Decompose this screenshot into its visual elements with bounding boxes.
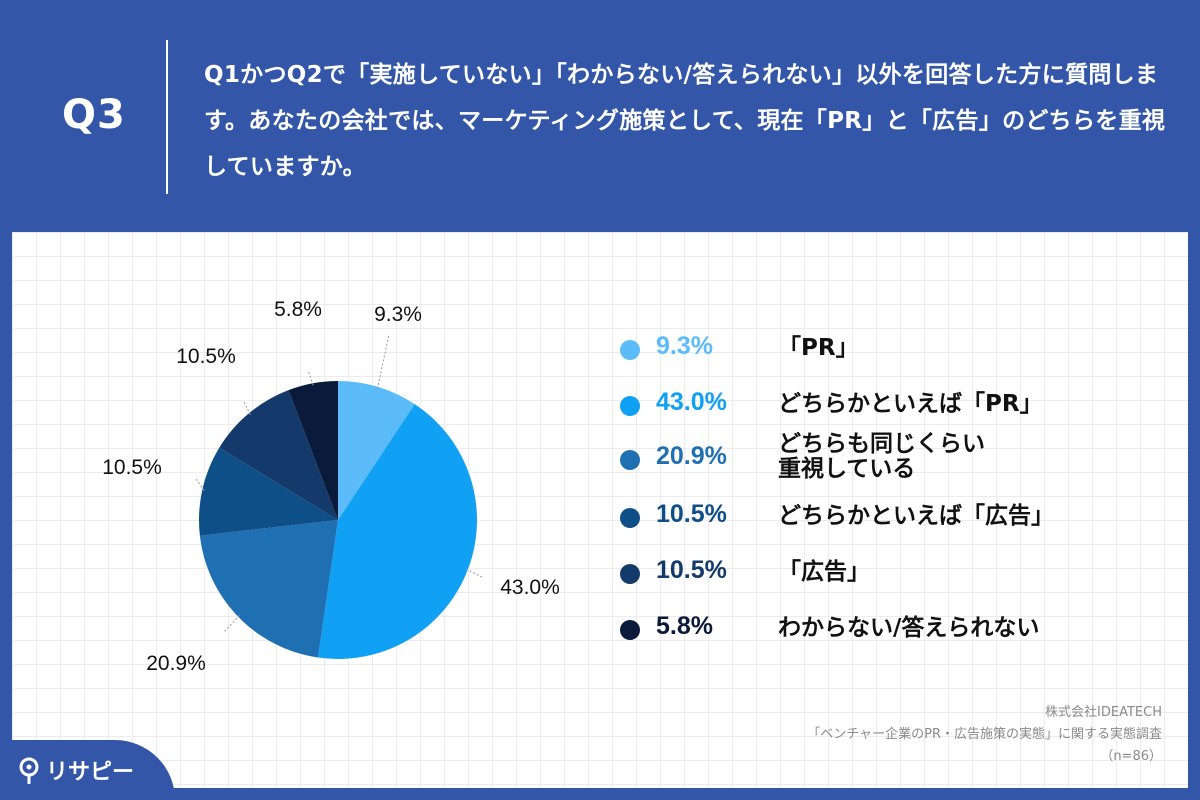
- leader-line: [307, 369, 314, 386]
- legend-swatch: [620, 620, 640, 640]
- pie-data-label: 9.3%: [374, 303, 422, 326]
- pie-slice: [199, 447, 338, 536]
- leader-line: [376, 333, 390, 389]
- pie-data-label: 10.5%: [102, 456, 162, 479]
- logo-text: リサピー: [46, 760, 135, 785]
- source-company: 株式会社IDEATECH: [1045, 705, 1162, 720]
- pie-data-label: 43.0%: [500, 576, 560, 599]
- legend-percent: 20.9%: [656, 442, 727, 470]
- legend-label: どちらかといえば「PR」: [778, 391, 1043, 417]
- pie-data-label: 10.5%: [176, 345, 236, 368]
- pie-data-label: 20.9%: [146, 652, 206, 675]
- leader-line: [243, 401, 251, 415]
- legend-percent: 43.0%: [656, 388, 727, 416]
- legend-item: 20.9% どちらも同じくらい 重視している: [620, 432, 1140, 482]
- legend-label: どちらも同じくらい 重視している: [778, 431, 985, 482]
- pie-slice: [338, 381, 415, 520]
- legend-label: どちらかといえば「広告」: [778, 503, 1054, 529]
- pie-slice: [199, 520, 338, 658]
- legend-percent: 5.8%: [656, 612, 713, 640]
- legend-label: 「PR」: [778, 335, 859, 361]
- question-text: Q1かつQ2で「実施していない」「わからない/答えられない」以外を回答した方に質…: [204, 62, 1166, 180]
- legend-label: 「広告」: [778, 559, 870, 585]
- legend-label: わからない/答えられない: [778, 615, 1040, 641]
- legend-swatch: [620, 564, 640, 584]
- chart-panel: 9.3% 43.0% 20.9% 10.5% 10.5% 5.8% 株式会社IDEATEC…: [12, 232, 1188, 788]
- header: Q3 Q1かつQ2で「実施していない」「わからない/答えられない」以外を回答した…: [0, 0, 1200, 232]
- legend-percent: 10.5%: [656, 556, 727, 584]
- legend-item: 10.5% どちらかといえば「広告」: [620, 498, 1140, 538]
- pie-slice: [317, 404, 477, 659]
- legend-item: 43.0% どちらかといえば「PR」: [620, 386, 1140, 426]
- pie-chart: 9.3% 43.0% 20.9% 10.5% 10.5% 5.8%: [102, 298, 560, 675]
- location-pin-icon: [19, 757, 39, 784]
- legend-percent: 10.5%: [656, 500, 727, 528]
- header-divider: [166, 40, 168, 194]
- legend-item: 10.5% 「広告」: [620, 554, 1140, 594]
- legend-swatch: [620, 508, 640, 528]
- legend-item: 9.3% 「PR」: [620, 330, 1140, 370]
- legend-percent: 9.3%: [656, 332, 713, 360]
- legend-swatch: [620, 396, 640, 416]
- legend-swatch: [620, 450, 640, 470]
- pie-slice: [288, 381, 338, 520]
- pie-slice: [219, 390, 338, 520]
- question-number: Q3: [62, 92, 126, 138]
- legend-item: 5.8% わからない/答えられない: [620, 610, 1140, 650]
- pie-data-label: 5.8%: [274, 298, 322, 321]
- logo-badge: リサピー: [0, 740, 175, 800]
- leader-line: [223, 614, 240, 633]
- legend-swatch: [620, 340, 640, 360]
- source-sample-size: （n=86）: [1100, 749, 1162, 764]
- source-note: 株式会社IDEATECH 「ベンチャー企業のPR・広告施策の実態」に関する実態調…: [807, 702, 1162, 768]
- leader-line: [465, 568, 483, 578]
- source-survey: 「ベンチャー企業のPR・広告施策の実態」に関する実態調査: [807, 727, 1162, 742]
